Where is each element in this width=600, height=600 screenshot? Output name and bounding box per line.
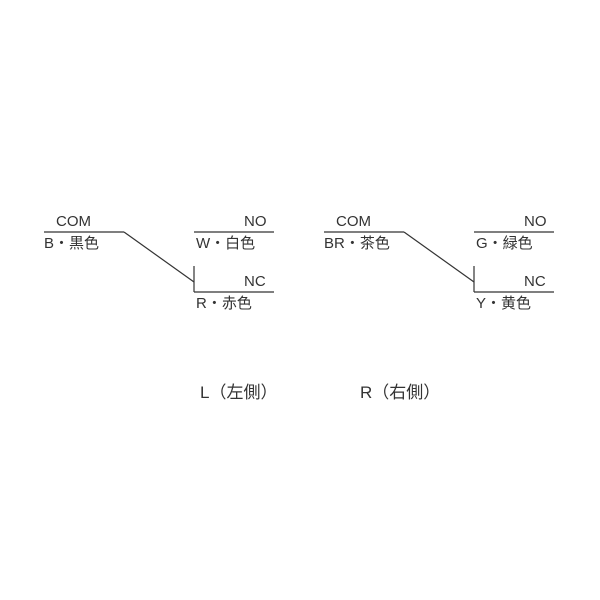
no-label-top: NO xyxy=(244,213,267,230)
com-label-top: COM xyxy=(336,213,371,230)
com-label-bottom: B・黒色 xyxy=(44,235,99,252)
nc-label-bottom: R・赤色 xyxy=(196,295,252,312)
switch-arm xyxy=(404,232,474,282)
nc-label-top: NC xyxy=(244,273,266,290)
no-label-bottom: G・緑色 xyxy=(476,235,533,252)
switch-arm xyxy=(124,232,194,282)
no-label-top: NO xyxy=(524,213,547,230)
com-label-bottom: BR・茶色 xyxy=(324,235,390,252)
caption-right: R（右側） xyxy=(360,383,440,402)
nc-label-bottom: Y・黄色 xyxy=(476,295,531,312)
switch-wiring-diagram: COM B・黒色 NO W・白色 NC R・赤色 L（左側） COM BR・茶色 NO G・緑色 NC… xyxy=(0,0,600,600)
com-label-top: COM xyxy=(56,213,91,230)
nc-label-top: NC xyxy=(524,273,546,290)
no-label-bottom: W・白色 xyxy=(196,235,255,252)
panel-right: COM BR・茶色 NO G・緑色 NC Y・黄色 xyxy=(324,213,554,312)
caption-left: L（左側） xyxy=(200,383,277,402)
panel-left: COM B・黒色 NO W・白色 NC R・赤色 xyxy=(44,213,274,312)
